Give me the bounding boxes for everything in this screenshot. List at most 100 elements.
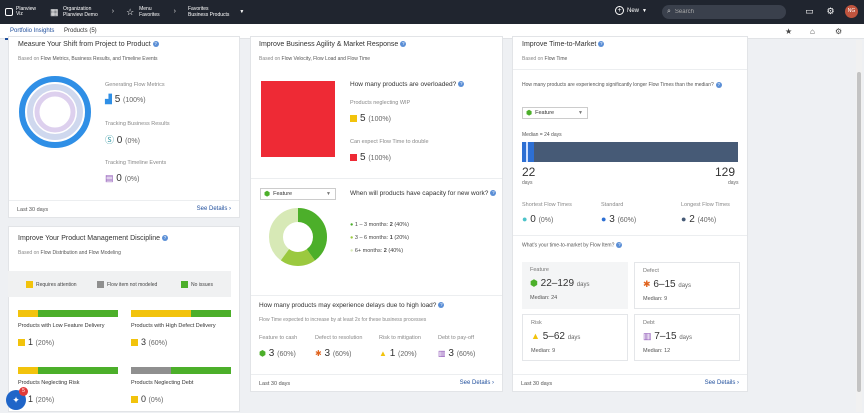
metric-value: Ⓢ 0 (0%): [105, 133, 140, 146]
bar-segment-yellow: [18, 367, 38, 374]
item-label: Products with Low Feature Delivery: [18, 323, 105, 329]
question-overloaded: How many products are overloaded??: [350, 81, 465, 88]
breadcrumb-menu[interactable]: ☆ Menu Favorites ›: [114, 6, 176, 18]
yellow-swatch: [26, 281, 33, 288]
tile-title: Feature: [530, 267, 549, 273]
period-label: Last 30 days: [259, 381, 291, 387]
tile-risk[interactable]: Risk ▲ 5–62 days Median: 9: [522, 314, 628, 361]
subtitle-prefix: Based on: [18, 250, 40, 256]
tab-products[interactable]: Products (5): [64, 28, 97, 34]
subtitle-items: Flow Time: [544, 56, 568, 62]
legend-label: Requires attention: [36, 281, 77, 288]
avatar[interactable]: NG: [845, 5, 858, 18]
scrollbar-thumb[interactable]: [857, 72, 861, 392]
help-launcher-button[interactable]: ✦ 5: [6, 387, 28, 410]
page-scrollbar[interactable]: [856, 40, 862, 412]
chevron-right-icon: ›: [111, 8, 115, 15]
breadcrumb-favorites[interactable]: Favorites Business Products ▼: [176, 6, 244, 18]
warning-icon: ▲: [379, 349, 387, 358]
value-number: 3: [268, 348, 275, 359]
tile-range: ▲ 5–62 days: [531, 331, 580, 342]
help-icon[interactable]: ?: [152, 41, 159, 48]
card-footer: Last 30 days See Details ›: [9, 200, 239, 218]
help-icon[interactable]: ?: [162, 235, 169, 242]
gear-icon[interactable]: ⚙: [835, 27, 843, 36]
home-icon[interactable]: ⌂: [810, 27, 815, 36]
delay-label: Feature to cash: [259, 335, 298, 341]
tile-title: Risk: [531, 320, 542, 326]
days-unit: days: [567, 335, 581, 341]
settings-icon[interactable]: ⚙: [826, 6, 835, 16]
chat-icon[interactable]: ▭: [805, 6, 814, 16]
card-subtitle: Based on Flow Velocity, Flow Load and Fl…: [259, 56, 370, 62]
divider: [251, 295, 502, 296]
card-title: Improve Business Agility & Market Respon…: [259, 41, 407, 48]
delay-label: Risk to mitigation: [379, 335, 421, 341]
value-number: 1: [389, 348, 396, 359]
see-details-link[interactable]: See Details ›: [196, 206, 231, 212]
app-logo[interactable]: Planview Viz: [0, 7, 38, 17]
value-number: 3: [141, 337, 147, 347]
plus-icon: +: [615, 6, 624, 15]
capacity-label: 6+ months:: [354, 248, 383, 254]
double-value: 5 (100%): [350, 152, 391, 163]
range-text: 5–62: [542, 331, 565, 342]
question-text: When will products have capacity for new…: [350, 190, 489, 197]
capacity-value: 2: [389, 222, 393, 228]
dot-icon: ●: [350, 248, 354, 254]
debt-icon: ▥: [643, 331, 652, 341]
bar-segment-yellow: [131, 310, 191, 317]
tile-debt[interactable]: Debt ▥ 7–15 days Median: 12: [634, 314, 740, 361]
bar-chart-icon: ▟: [105, 94, 112, 104]
help-icon[interactable]: ?: [400, 41, 407, 48]
yellow-swatch: [350, 114, 357, 122]
breadcrumb-organization[interactable]: ▦ Organization Planview Demo ›: [38, 6, 114, 18]
new-button[interactable]: + New ▼: [615, 6, 647, 15]
range-text: 22–129: [540, 278, 575, 289]
search-input[interactable]: [674, 9, 775, 15]
tile-feature[interactable]: Feature ⬢ 22–129 days Median: 24: [522, 262, 628, 309]
group-value: ● 3 (60%): [601, 214, 636, 225]
question-text: How many products may experience delays …: [259, 302, 437, 309]
help-icon[interactable]: ?: [490, 190, 497, 197]
flow-item-select[interactable]: ⬢ Feature ▼: [522, 107, 588, 119]
question-text: How many products are experiencing signi…: [522, 82, 714, 88]
dot-icon: ●: [601, 214, 607, 224]
select-value: Feature: [273, 191, 293, 197]
see-details-link[interactable]: See Details ›: [704, 380, 739, 386]
range-min: 22: [522, 165, 536, 179]
bar-segment-green: [171, 367, 231, 374]
value-number: 1: [28, 394, 34, 404]
group-value: ● 0 (0%): [522, 214, 553, 225]
flow-item-select[interactable]: ⬢ Feature ▼: [260, 188, 336, 200]
capacity-row: ● 3 – 6 months: 1 (20%): [350, 235, 409, 241]
logo-icon: [5, 8, 13, 16]
value-number: 3: [324, 348, 331, 359]
donut-slice-1-3: [269, 208, 327, 266]
neglect-value: 5 (100%): [350, 113, 391, 124]
see-details-link[interactable]: See Details ›: [459, 380, 494, 386]
help-icon[interactable]: ?: [458, 81, 465, 88]
divider: [513, 69, 747, 70]
range-max: 129: [715, 165, 736, 179]
org-value: Planview Demo: [63, 12, 98, 18]
star-icon[interactable]: ★: [785, 27, 793, 36]
tile-defect[interactable]: Defect ✱ 6–15 days Median: 9: [634, 262, 740, 309]
calendar-icon: ▤: [105, 173, 114, 183]
value-number: 0: [141, 394, 147, 404]
delay-value: ⬢ 3 (60%): [259, 348, 296, 359]
tile-range: ▥ 7–15 days: [643, 331, 692, 342]
help-icon[interactable]: ?: [616, 242, 623, 248]
capacity-row: ● 1 – 3 months: 2 (40%): [350, 222, 409, 228]
yellow-swatch: [131, 396, 138, 404]
help-icon[interactable]: ?: [715, 81, 722, 88]
yellow-swatch: [131, 339, 138, 347]
subtitle-prefix: Based on: [522, 56, 544, 62]
card-subtitle: Based on Flow Metrics, Business Results,…: [18, 56, 158, 62]
help-icon[interactable]: ?: [438, 302, 445, 309]
card-title-text: Improve Time-to-Market: [522, 41, 597, 48]
tab-portfolio-insights[interactable]: Portfolio Insights: [4, 28, 60, 40]
divider: [513, 235, 747, 236]
item-label: Products with High Defect Delivery: [131, 323, 216, 329]
help-icon[interactable]: ?: [598, 41, 605, 48]
